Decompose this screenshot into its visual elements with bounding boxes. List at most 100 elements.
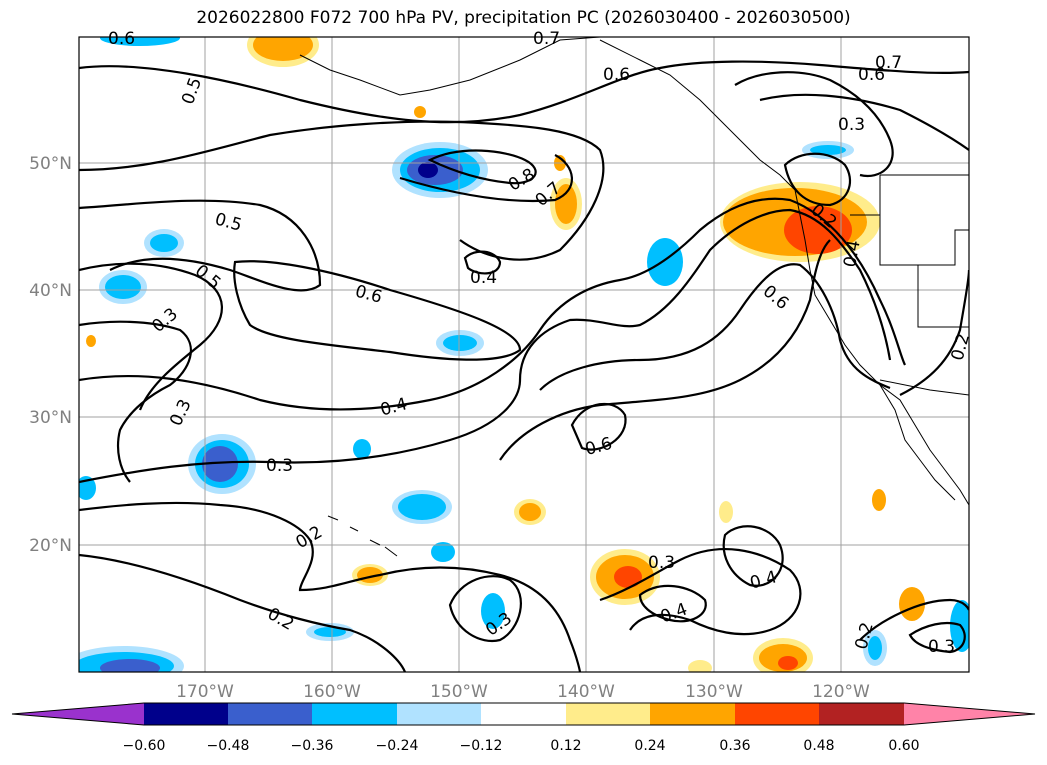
- pv-contour-label: 0.3: [928, 637, 955, 657]
- map-frame: [78, 36, 970, 673]
- pv-contour-label: 0.6: [108, 29, 135, 49]
- precip-neg-blob: [105, 275, 141, 299]
- precip-pos-blob: [414, 106, 426, 118]
- lon-label-130w: 130°W: [685, 682, 743, 702]
- precip-neg-blob: [100, 37, 180, 46]
- pv-contour-label: 0.6: [353, 281, 384, 307]
- pv-contour-label: 0.6: [759, 281, 793, 314]
- pv-contour-0.6-loop: [233, 260, 522, 361]
- state-border: [879, 175, 969, 266]
- pv-contour-0.3-west-bulge: [79, 320, 192, 483]
- colorbar-tick-label: 0.12: [550, 738, 581, 754]
- lat-label-20n: 20°N: [29, 536, 72, 556]
- pv-contour-0.5-trough: [499, 239, 831, 461]
- pv-contour-0.4-west-bulge: [79, 262, 223, 411]
- alaska-coast: [299, 37, 601, 96]
- precip-neg-blob: [810, 145, 846, 155]
- precip-neg-blob: [100, 659, 160, 672]
- pv-contour-label: 0.6: [583, 434, 614, 460]
- colorbar-segment: [144, 703, 228, 725]
- lon-label-120w: 120°W: [812, 682, 870, 702]
- pv-contour-label: 0.3: [648, 553, 675, 573]
- colorbar-tick-label: 0.48: [803, 738, 834, 754]
- lon-label-150w: 150°W: [430, 682, 488, 702]
- map-title: 2026022800 F072 700 hPa PV, precipitatio…: [196, 8, 851, 28]
- pv-contour-0.4-main: [79, 197, 906, 411]
- pv-contour-0.6-north: [79, 60, 969, 124]
- pacific-nw-coast: [794, 189, 969, 506]
- pv-contour-label: 0.4: [658, 599, 690, 627]
- precipitation-fills: [79, 37, 969, 672]
- pv-contour-label: 0.7: [533, 29, 560, 49]
- precip-neg-blob: [353, 439, 371, 459]
- precip-pos-blob: [86, 335, 96, 347]
- pv-contour-label: 0.3: [838, 115, 865, 135]
- colorbar-extend-min: [12, 703, 144, 725]
- precip-neg-blob: [150, 234, 178, 252]
- colorbar-tick-label: −0.60: [123, 738, 166, 754]
- colorbar-tick-label: −0.36: [291, 738, 334, 754]
- precip-pos-blob: [719, 501, 733, 523]
- pv-contour-label: 0.5: [191, 261, 225, 294]
- pv-contour-label: 0.5: [178, 75, 206, 107]
- pv-contour-label: 0.4: [748, 567, 779, 593]
- colorbar-tick-label: 0.60: [888, 738, 919, 754]
- pv-contour-0.5-west: [79, 199, 322, 292]
- lat-label-30n: 30°N: [29, 408, 72, 428]
- colorbar: −0.60 −0.48 −0.36 −0.24 −0.12 0.12 0.24 …: [11, 702, 1036, 754]
- pv-contour-0.2-inner: [783, 152, 852, 207]
- pv-contour-label: 0.6: [603, 65, 630, 85]
- colorbar-segment: [312, 703, 397, 725]
- precip-pos-blob: [778, 656, 798, 670]
- pv-contour-label: 0.3: [266, 456, 293, 476]
- colorbar-segment: [735, 703, 819, 725]
- pv-contour-0.6-small: [570, 402, 627, 451]
- pv-contour-0.3-main: [79, 208, 892, 484]
- precip-pos-blob: [688, 660, 712, 672]
- pv-contour-0.7-northeast: [759, 93, 969, 151]
- colorbar-tick-label: −0.48: [207, 738, 250, 754]
- alaska-panhandle-coast: [599, 39, 796, 191]
- precip-neg-blob: [202, 446, 238, 482]
- precip-neg-blob: [431, 542, 455, 562]
- precip-neg-blob: [647, 238, 683, 286]
- pv-contour-0.2-far-se: [859, 598, 969, 641]
- lat-label-40n: 40°N: [29, 281, 72, 301]
- colorbar-segment: [481, 703, 566, 725]
- pv-contour-0.4-small: [463, 250, 502, 275]
- colorbar-segment: [650, 703, 735, 725]
- pv-contour-0.3-ring: [448, 575, 522, 643]
- lat-label-50n: 50°N: [29, 154, 72, 174]
- pv-contour-0.6-pacific: [539, 263, 891, 391]
- pv-contour-label: 0.3: [166, 396, 196, 429]
- pv-contour-label: 0.2: [264, 604, 297, 635]
- precip-neg-blob: [481, 593, 505, 629]
- precip-pos-blob: [614, 566, 642, 588]
- colorbar-segment: [819, 703, 904, 725]
- pv-contour-0.2-lower: [79, 553, 407, 672]
- longitude-labels: 170°W 160°W 150°W 140°W 130°W 120°W: [176, 682, 870, 702]
- colorbar-outline: [11, 702, 1036, 726]
- pv-contour-label: 0.7: [875, 53, 902, 73]
- graticule: [79, 37, 969, 672]
- mexico-border: [879, 379, 969, 396]
- precip-pos-blob: [899, 587, 925, 621]
- precip-pos-blob: [872, 489, 886, 511]
- lon-label-140w: 140°W: [557, 682, 615, 702]
- pv-contour-label: 0.3: [148, 304, 182, 337]
- state-border: [850, 214, 881, 265]
- precip-neg-blob: [868, 636, 882, 660]
- pv-contour-label: 0.8: [505, 165, 538, 196]
- pv-contour-0.3-lower: [79, 501, 582, 672]
- colorbar-segment: [228, 703, 312, 725]
- pv-contour-0.3-far-se: [908, 621, 966, 654]
- precip-pos-blob: [555, 184, 577, 224]
- pv-contour-0.3-northeast: [734, 71, 894, 178]
- precip-neg-blob: [398, 494, 446, 520]
- colorbar-extend-max: [904, 703, 1035, 725]
- pv-contour-label: 0.5: [213, 209, 244, 235]
- lon-label-170w: 170°W: [176, 682, 234, 702]
- pv-contour-label: 0.4: [470, 268, 497, 288]
- pv-contour-0.4-loop: [722, 525, 784, 587]
